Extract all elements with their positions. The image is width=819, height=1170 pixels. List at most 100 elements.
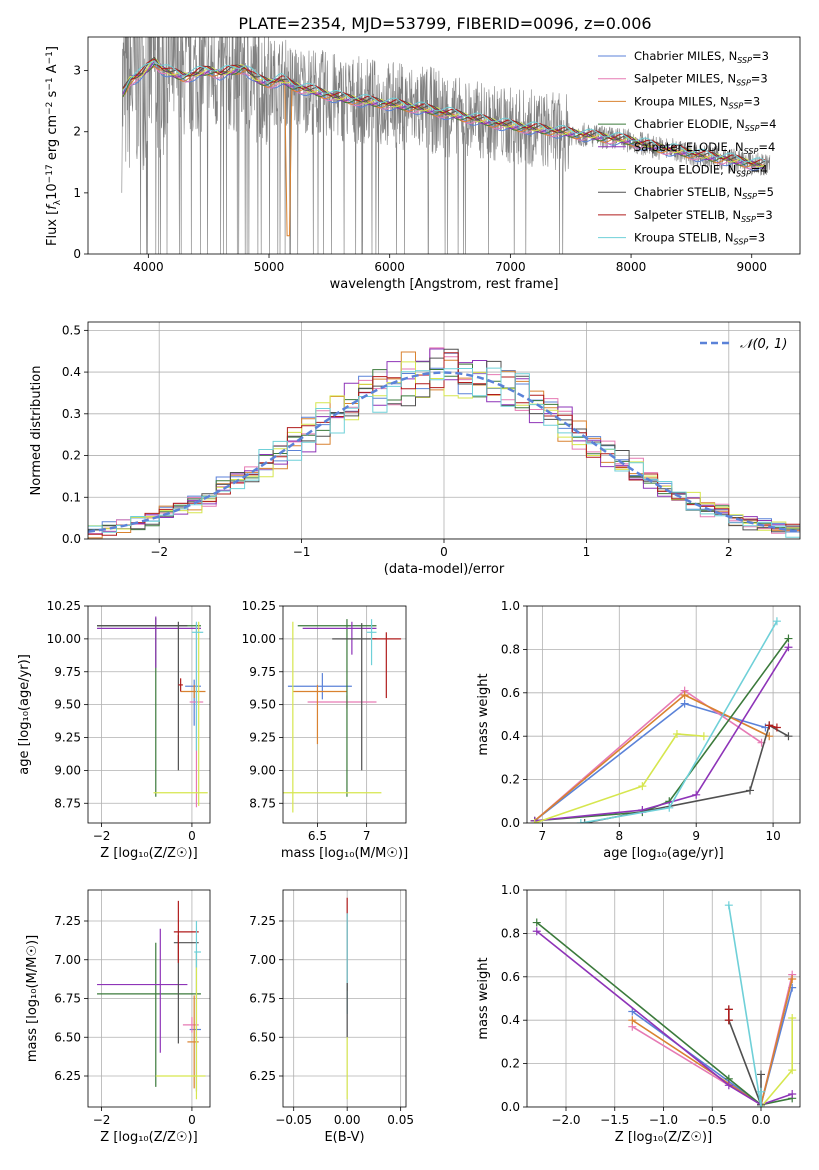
marker-kroupa-elodie — [788, 1014, 797, 1023]
series-line-salpeter-miles — [534, 689, 762, 822]
model-line-chabrier-stelib — [122, 56, 766, 166]
legend-label-tail: =3 — [752, 49, 769, 63]
marker-kroupa-stelib — [772, 617, 781, 626]
x-axis-label: Z [log₁₀(Z/Z☉)] — [615, 1130, 712, 1145]
legend-label-tail: =4 — [751, 163, 768, 177]
marker-chabrier-elodie — [784, 634, 793, 643]
marker-chabrier-stelib — [580, 819, 589, 823]
marker-kroupa-stelib — [576, 819, 585, 823]
y-axis-label-part: λ — [53, 199, 63, 205]
age-vs-mass-panel: 6.5 7 8.75 9.00 9.25 9.50 9.75 10.00 10.25 mass [… — [242, 599, 409, 861]
y-axis-label: Normed distribution — [29, 366, 44, 496]
y-tick-label: 0 — [73, 247, 81, 261]
y-tick-label: 0.4 — [501, 1013, 520, 1027]
plot-area — [88, 890, 210, 1107]
y-tick-label: 7.25 — [54, 914, 81, 928]
y-tick-label: 7.00 — [249, 953, 276, 967]
legend-label-normal: 𝒩(0, 1) — [740, 337, 787, 352]
legend-label-tail: =4 — [760, 117, 777, 131]
errorbar-salpeter-stelib — [173, 900, 199, 963]
marker-salpeter-elodie — [532, 927, 541, 936]
legend-label-text: Salpeter MILES, N — [634, 72, 736, 86]
x-tick-label: 5000 — [254, 260, 285, 274]
mass-vs-ebv-panel: −0.05 0.00 0.05 6.25 6.50 6.75 7.00 7.25 E(B-V) — [249, 889, 414, 1145]
y-tick-label: 10.25 — [242, 599, 276, 613]
y-tick-label: 0.2 — [62, 449, 81, 463]
axes-frame — [87, 889, 211, 1108]
mass-weight-vs-metallicity-panel: −2.0 −1.5 −1.0 −0.5 0.0 0.0 0.2 0.4 0.6 0.8 1.0 Z [… — [476, 883, 801, 1145]
errorbar-kroupa-stelib — [194, 921, 201, 968]
normal-curve-line — [88, 371, 800, 533]
legend-label-sub: SSP — [734, 238, 749, 247]
y-axis-label-part: −2 — [45, 102, 55, 115]
y-axis-label-part: ] — [45, 46, 60, 51]
marker-kroupa-miles — [680, 690, 689, 699]
legend-label-text: Kroupa MILES, N — [634, 94, 729, 108]
y-axis-label-part: −17 — [45, 164, 55, 183]
plot-area — [88, 606, 210, 823]
x-tick-label: 0 — [188, 829, 196, 843]
x-tick-label: 1 — [583, 545, 591, 559]
marker-kroupa-elodie — [638, 782, 647, 791]
y-axis-label: mass weight — [476, 673, 491, 755]
axes-frame — [526, 889, 801, 1108]
y-tick-label: 9.50 — [54, 698, 81, 712]
marker-salpeter-stelib — [765, 721, 774, 730]
x-tick-label: 9 — [692, 829, 700, 843]
x-tick-label: 8 — [615, 829, 623, 843]
marker-kroupa-elodie — [672, 730, 681, 739]
x-tick-label: −2 — [93, 829, 111, 843]
legend-label-text: Chabrier ELODIE, N — [634, 117, 745, 131]
legend-label-salpeter-miles: Salpeter MILES, NSSP=3 — [634, 72, 768, 88]
x-tick-label: −1 — [293, 545, 311, 559]
x-tick-label: −2 — [93, 1113, 111, 1127]
x-tick-label: 0.0 — [751, 1113, 770, 1127]
marker-kroupa-elodie — [530, 819, 539, 823]
legend-label-sub: SSP — [736, 170, 751, 179]
spectrum-panel: 4000 5000 6000 7000 8000 9000 0 1 2 3 wavelength [… — [45, 36, 801, 292]
marker-kroupa-stelib — [665, 803, 674, 812]
axes-frame — [87, 36, 801, 255]
legend-label-tail: =5 — [757, 185, 774, 199]
y-tick-label: 10.25 — [47, 599, 81, 613]
y-axis-label-part: s — [45, 90, 60, 101]
marker-kroupa-stelib — [757, 1103, 765, 1107]
y-axis-label-part: erg cm — [45, 115, 60, 164]
legend-label-sub: SSP — [737, 56, 752, 65]
y-tick-label: 10.00 — [242, 632, 276, 646]
y-tick-label: 9.00 — [249, 763, 276, 777]
mass-vs-metallicity-panel: −2 0 6.25 6.50 6.75 7.00 7.25 Z [log₁₀(Z/Z☉)] ma… — [25, 889, 211, 1145]
y-axis-label: Flux [fλ10−17 erg cm−2 s−1 A−1] — [45, 46, 63, 246]
y-tick-label: 0.6 — [501, 686, 520, 700]
plot-area — [527, 606, 800, 823]
y-tick-label: 8.75 — [54, 796, 81, 810]
y-tick-label: 0.5 — [62, 323, 81, 337]
legend-label-salpeter-elodie: Salpeter ELODIE, NSSP=4 — [634, 140, 775, 156]
model-line-kroupa-stelib — [122, 60, 766, 163]
errorbar-kroupa-miles — [180, 684, 206, 699]
age-vs-metallicity-panel: −2 0 8.75 9.00 9.25 9.50 9.75 10.00 10.25 Z [log₁… — [17, 599, 211, 861]
marker-salpeter-stelib — [724, 1005, 733, 1014]
legend-label-sub: SSP — [736, 79, 751, 88]
y-tick-label: 1 — [73, 186, 81, 200]
series-line-kroupa-elodie — [534, 733, 704, 823]
marker-salpeter-stelib — [772, 723, 781, 732]
legend-label-text: Salpeter ELODIE, N — [634, 140, 744, 154]
errorbar-chabrier-elodie — [97, 617, 201, 797]
x-tick-label: −2.0 — [551, 1113, 580, 1127]
marker-kroupa-miles — [788, 974, 797, 983]
x-tick-label: 8000 — [616, 260, 647, 274]
x-tick-label: 6000 — [374, 260, 405, 274]
marker-chabrier-stelib — [784, 732, 793, 741]
legend-label-kroupa-stelib: Kroupa STELIB, NSSP=3 — [634, 231, 765, 247]
errorbar-chabrier-stelib — [332, 623, 377, 771]
errorbar-kroupa-elodie — [155, 952, 206, 1100]
series-line-salpeter-elodie — [536, 930, 793, 1106]
errorbar-salpeter-stelib — [178, 678, 183, 692]
errorbar-kroupa-elodie — [283, 621, 382, 813]
marker-kroupa-stelib — [757, 1087, 765, 1096]
y-tick-label: 6.75 — [249, 992, 276, 1006]
y-tick-label: 0.2 — [501, 1057, 520, 1071]
x-tick-label: −2 — [150, 545, 168, 559]
